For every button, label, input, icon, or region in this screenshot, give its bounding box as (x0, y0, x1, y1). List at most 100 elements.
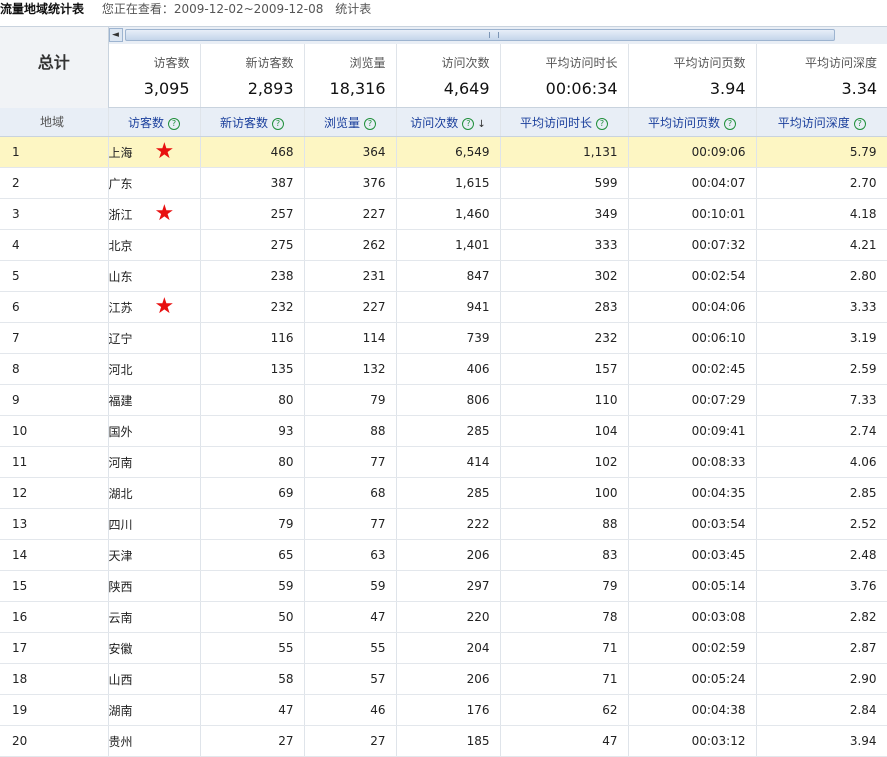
table-body: 1上海★4683646,5491,13100:09:065.794.572广东3… (0, 136, 887, 757)
row-region: 广东 (108, 167, 201, 199)
region-name: 北京 (108, 238, 133, 253)
row-rank: 7 (0, 322, 109, 354)
row-rank: 2 (0, 167, 109, 199)
column-header-row: 地域 访客数? 新访客数? 浏览量? 访问次数? ↓ 平均访问时长? 平均访问页数… (0, 107, 887, 137)
help-icon[interactable]: ? (272, 117, 284, 130)
help-icon[interactable]: ? (596, 117, 608, 130)
cell-avg-pages: 3.19 (756, 322, 887, 354)
cell-avg-pages: 4.21 (756, 229, 887, 261)
col-visitors-label[interactable]: 访客数 (127, 115, 164, 130)
cell-visits: 283 (500, 291, 629, 323)
cell-avg-duration: 00:02:45 (628, 353, 757, 385)
cell-visits: 102 (500, 446, 629, 478)
col-avg-pages-label[interactable]: 平均访问页数 (647, 115, 720, 130)
cell-avg-pages: 3.76 (756, 570, 887, 602)
help-icon[interactable]: ? (853, 117, 866, 130)
help-icon[interactable]: ? (168, 117, 180, 130)
cell-visitors: 55 (200, 632, 305, 664)
col-visits[interactable]: 访问次数? ↓ (396, 107, 501, 137)
col-avg-depth[interactable]: 平均访问深度? (756, 107, 887, 137)
col-new-visitors-label[interactable]: 新访客数 (219, 115, 268, 130)
cell-pageviews: 806 (396, 384, 501, 416)
col-avg-duration[interactable]: 平均访问时长? (500, 107, 629, 137)
viewing-label: 您正在查看： (101, 2, 174, 16)
scrollbar-thumb[interactable] (124, 29, 835, 41)
cell-visits: 71 (500, 663, 629, 695)
cell-new-visitors: 27 (304, 725, 397, 757)
col-pageviews-label[interactable]: 浏览量 (323, 115, 360, 130)
cell-avg-duration: 00:03:12 (628, 725, 757, 757)
help-icon[interactable]: ? (364, 117, 376, 130)
row-rank: 11 (0, 446, 109, 478)
col-new-visitors[interactable]: 新访客数? (200, 107, 305, 137)
scroll-left-icon[interactable]: ◄ (108, 28, 123, 42)
row-region: 陕西 (108, 570, 201, 602)
cell-avg-pages: 5.79 (756, 136, 887, 168)
cell-new-visitors: 231 (304, 260, 397, 292)
row-rank: 13 (0, 508, 109, 540)
summary-label: 新访客数 (245, 56, 294, 70)
summary-visitors: 访客数 3,095 (108, 44, 201, 108)
cell-visitors: 47 (200, 694, 305, 726)
cell-visitors: 135 (200, 353, 305, 385)
help-icon[interactable]: ? (462, 117, 475, 130)
row-rank: 15 (0, 570, 109, 602)
help-icon[interactable]: ? (724, 117, 736, 130)
cell-avg-duration: 00:03:08 (628, 601, 757, 633)
cell-avg-pages: 4.06 (756, 446, 887, 478)
col-visitors[interactable]: 访客数? (108, 107, 201, 137)
cell-pageviews: 185 (396, 725, 501, 757)
horizontal-scrollbar[interactable]: ◄ (108, 28, 869, 42)
scrollbar-track[interactable]: ◄ (108, 27, 887, 44)
cell-visits: 302 (500, 260, 629, 292)
region-name: 江苏 (108, 300, 133, 315)
cell-new-visitors: 46 (304, 694, 397, 726)
col-avg-duration-label[interactable]: 平均访问时长 (519, 115, 592, 130)
row-region: 国外 (108, 415, 201, 447)
region-name: 陕西 (108, 579, 133, 594)
summary-avg-depth: 平均访问深度 3.34 (756, 44, 887, 108)
viewing-info: 您正在查看：2009-12-02~2009-12-08 (102, 2, 327, 16)
col-pageviews[interactable]: 浏览量? (304, 107, 397, 137)
cell-pageviews: 406 (396, 353, 501, 385)
region-name: 河南 (108, 455, 133, 470)
row-region: 上海 ★ (108, 136, 201, 168)
summary-pageviews: 浏览量 18,316 (304, 44, 397, 108)
cell-new-visitors: 55 (304, 632, 397, 664)
region-name: 云南 (108, 610, 133, 625)
page-title: 流量地域统计表 (0, 2, 85, 16)
cell-visitors: 80 (200, 446, 305, 478)
col-avg-depth-label[interactable]: 平均访问深度 (777, 115, 850, 130)
cell-new-visitors: 376 (304, 167, 397, 199)
col-visits-label[interactable]: 访问次数 (410, 115, 459, 130)
sort-desc-icon[interactable]: ↓ (477, 118, 486, 130)
cell-visitors: 58 (200, 663, 305, 695)
row-region: 四川 (108, 508, 201, 540)
row-region: 安徽 (108, 632, 201, 664)
row-rank: 18 (0, 663, 109, 695)
cell-avg-duration: 00:10:01 (628, 198, 757, 230)
cell-new-visitors: 227 (304, 291, 397, 323)
row-rank: 6 (0, 291, 109, 323)
col-avg-pages[interactable]: 平均访问页数? (628, 107, 757, 137)
